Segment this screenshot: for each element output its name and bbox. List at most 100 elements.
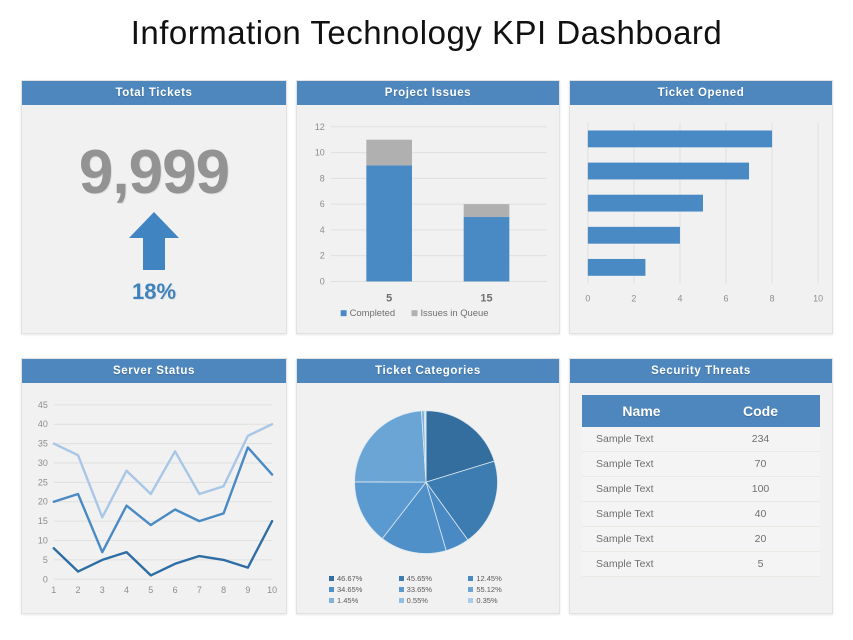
pie-slices [354, 410, 498, 554]
svg-text:30: 30 [38, 458, 48, 468]
pie-legend-label: 34.65% [337, 585, 363, 594]
table-row[interactable]: Sample Text 70 [582, 451, 820, 477]
pie-legend-item[interactable]: 0.35% [468, 596, 534, 605]
chart-series-lines [52, 423, 274, 577]
svg-text:4: 4 [677, 293, 682, 303]
svg-text:Issues in Queue: Issues in Queue [420, 307, 488, 318]
panel-body-security-threats: Name Code Sample Text 234 Sample Text 70 Sam… [570, 383, 832, 613]
chart-y-axis-ticks: 0 2 4 6 8 10 12 [315, 122, 325, 287]
table-body: Sample Text 234 Sample Text 70 Sample Text 10… [582, 427, 820, 577]
svg-text:Completed: Completed [350, 307, 396, 318]
chart-x-axis-ticks: 5 15 [386, 292, 492, 304]
chart-legend: Completed Issues in Queue [340, 307, 488, 318]
cell-code: 5 [701, 551, 820, 577]
panel-body-project-issues: 0 2 4 6 8 10 12 5 15 Completed Issues in Queue [297, 105, 559, 333]
svg-text:7: 7 [197, 585, 202, 595]
svg-text:12: 12 [315, 122, 325, 132]
panel-header-server-status: Server Status [22, 359, 286, 383]
pie-legend-item[interactable]: 55.12% [468, 585, 534, 594]
kpi-value: 9,999 [78, 137, 230, 207]
cell-name: Sample Text [582, 451, 701, 477]
panel-header-ticket-categories: Ticket Categories [297, 359, 559, 383]
cell-name: Sample Text [582, 551, 701, 577]
svg-text:5: 5 [386, 292, 392, 304]
panel-security-threats: Security Threats Name Code Sample Text 23… [569, 358, 833, 614]
chart-y-axis-ticks: 0 5 10 15 20 25 30 35 40 45 [38, 400, 48, 584]
pie-legend-item[interactable]: 0.55% [398, 596, 465, 605]
cell-name: Sample Text [582, 476, 701, 502]
table-row[interactable]: Sample Text 5 [582, 551, 820, 577]
svg-text:10: 10 [267, 585, 277, 595]
table-head: Name Code [582, 395, 820, 427]
table-row[interactable]: Sample Text 100 [582, 476, 820, 502]
svg-text:8: 8 [221, 585, 226, 595]
panel-header-ticket-opened: Ticket Opened [570, 81, 832, 105]
panel-project-issues: Project Issues 0 2 4 6 8 10 12 5 15 Completed Is… [296, 80, 560, 334]
table-row[interactable]: Sample Text 20 [582, 526, 820, 552]
panel-ticket-categories: Ticket Categories 46.67% 45.65% 12.45% 34.6… [296, 358, 560, 614]
svg-text:0: 0 [43, 574, 48, 584]
svg-text:8: 8 [770, 293, 775, 303]
svg-text:15: 15 [480, 292, 492, 304]
svg-text:9: 9 [245, 585, 250, 595]
cell-code: 20 [701, 526, 820, 552]
pie-legend-label: 33.65% [406, 585, 433, 594]
pie-legend-item[interactable]: 46.67% [329, 574, 395, 583]
svg-text:35: 35 [38, 439, 48, 449]
svg-text:40: 40 [38, 419, 48, 429]
page-title: Information Technology KPI Dashboard [130, 14, 723, 51]
svg-text:2: 2 [76, 585, 81, 595]
svg-text:0: 0 [320, 276, 325, 286]
pie-legend-label: 55.12% [476, 585, 502, 594]
pie-legend-item[interactable]: 33.65% [398, 585, 465, 594]
table-header-row: Name Code [582, 395, 820, 427]
svg-text:0: 0 [585, 293, 590, 303]
cell-code: 234 [701, 427, 820, 452]
cell-code: 70 [701, 451, 820, 477]
svg-text:5: 5 [148, 585, 153, 595]
cell-code: 100 [701, 476, 820, 502]
column-header-code[interactable]: Code [701, 395, 820, 427]
pie-legend-item[interactable]: 34.65% [329, 585, 395, 594]
svg-text:2: 2 [320, 251, 325, 261]
panel-body-ticket-categories: 46.67% 45.65% 12.45% 34.65% 33.65% 55.12% 1.45… [297, 383, 559, 613]
svg-text:3: 3 [100, 585, 105, 595]
security-threats-table: Name Code Sample Text 234 Sample Text 70 Sam… [582, 395, 820, 577]
cell-name: Sample Text [582, 501, 701, 527]
pie-legend-swatch [468, 587, 474, 592]
panel-header-project-issues: Project Issues [297, 81, 559, 105]
pie-legend-swatch [329, 587, 334, 592]
pie-legend-swatch [329, 576, 334, 581]
pie-legend-swatch [398, 598, 404, 603]
svg-text:2: 2 [631, 293, 636, 303]
pie-legend-item[interactable]: 1.45% [329, 596, 395, 605]
chart-gridlines [330, 126, 548, 282]
pie-legend-swatch [398, 587, 404, 592]
svg-text:6: 6 [724, 293, 729, 303]
svg-text:45: 45 [38, 400, 48, 410]
svg-text:15: 15 [38, 516, 48, 526]
panel-body-total-tickets: 9,999 18% [22, 105, 286, 333]
table-row[interactable]: Sample Text 40 [582, 501, 820, 527]
pie-legend-label: 0.35% [476, 596, 498, 605]
pie-legend-item[interactable]: 12.45% [468, 574, 534, 583]
pie-legend-label: 0.55% [406, 596, 428, 605]
cell-name: Sample Text [582, 526, 701, 552]
svg-text:25: 25 [38, 477, 48, 487]
svg-text:4: 4 [124, 585, 129, 595]
svg-text:10: 10 [315, 148, 325, 158]
panel-body-ticket-opened: 0 2 4 6 8 10 [570, 105, 832, 333]
pie-legend-item[interactable]: 45.65% [398, 574, 465, 583]
table-row[interactable]: Sample Text 234 [582, 427, 820, 452]
arrow-up-icon [127, 210, 181, 277]
svg-text:20: 20 [38, 497, 48, 507]
cell-code: 40 [701, 501, 820, 527]
svg-text:6: 6 [320, 199, 325, 209]
svg-text:1: 1 [51, 585, 56, 595]
pie-legend-swatch [468, 598, 474, 603]
svg-text:10: 10 [38, 535, 48, 545]
svg-text:6: 6 [173, 585, 178, 595]
column-header-name[interactable]: Name [582, 395, 701, 427]
